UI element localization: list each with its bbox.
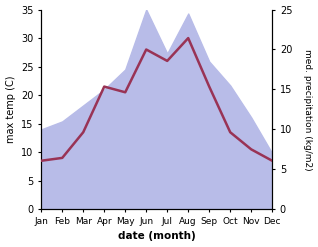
Y-axis label: max temp (C): max temp (C) [5, 76, 16, 143]
Y-axis label: med. precipitation (kg/m2): med. precipitation (kg/m2) [303, 49, 313, 170]
X-axis label: date (month): date (month) [118, 231, 196, 242]
